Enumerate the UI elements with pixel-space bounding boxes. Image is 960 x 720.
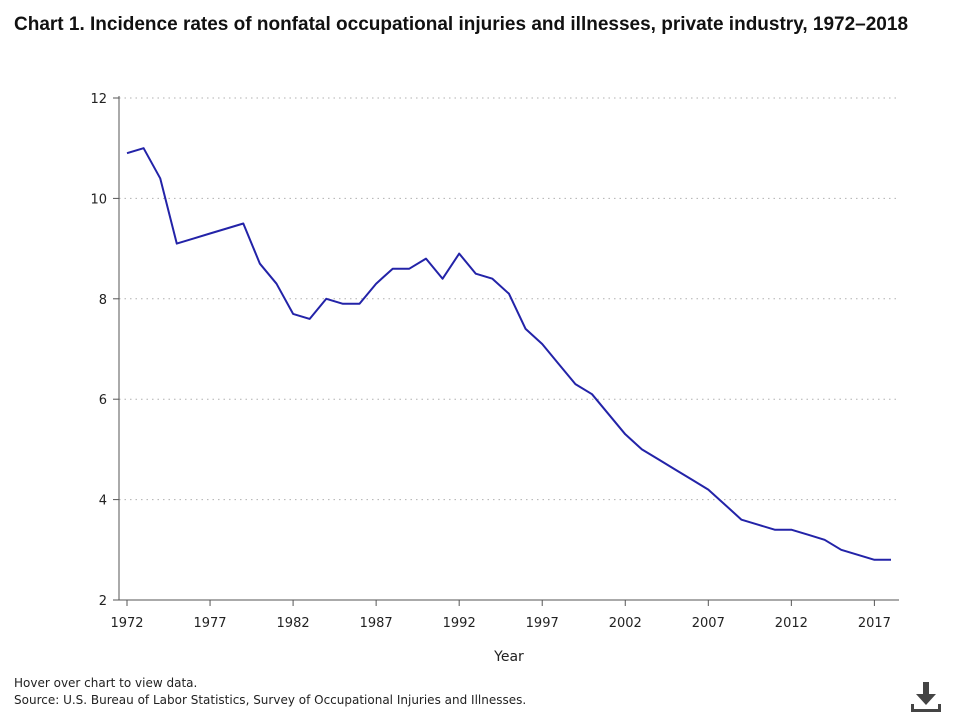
data-point[interactable]: 2005: 4.6	[670, 464, 680, 474]
data-point[interactable]: 2002: 5.3	[620, 429, 630, 439]
data-point[interactable]: 1987: 8.3	[371, 279, 381, 289]
data-point[interactable]: 2010: 3.5	[753, 520, 763, 530]
x-tick-label: 1977	[193, 616, 226, 631]
line-chart[interactable]: 2 4 6 8 10 12 1972 1977 1982 1987 1992 1997 2002 2007…	[0, 0, 960, 680]
data-point[interactable]: 1997: 7.1	[537, 339, 547, 349]
data-point[interactable]: 1981: 8.3	[271, 279, 281, 289]
data-point[interactable]: 1996: 7.4	[521, 324, 531, 334]
y-tick-label: 4	[99, 494, 107, 509]
data-point[interactable]: 1978: 9.4	[222, 224, 232, 234]
data-point[interactable]: 2013: 3.3	[803, 530, 813, 540]
data-point[interactable]: 2016: 2.9	[853, 550, 863, 560]
data-point[interactable]: 2006: 4.4	[687, 475, 697, 485]
data-point[interactable]: 1973: 11	[139, 143, 149, 153]
data-point[interactable]: 1991: 8.4	[438, 274, 448, 284]
data-point[interactable]: 1986: 7.9	[355, 299, 365, 309]
x-tick-label: 1972	[110, 616, 143, 631]
data-point[interactable]: 2009: 3.6	[737, 515, 747, 525]
data-point[interactable]: 2007: 4.2	[703, 485, 713, 495]
grid-lines	[119, 97, 899, 501]
data-point[interactable]: 1982: 7.7	[288, 309, 298, 319]
x-tick-label: 2017	[858, 616, 891, 631]
data-point[interactable]: 1980: 8.7	[255, 259, 265, 269]
x-tick-label: 1982	[277, 616, 310, 631]
y-tick-label: 2	[99, 594, 107, 609]
data-point[interactable]: 1979: 9.5	[238, 219, 248, 229]
y-tick-label: 12	[90, 92, 107, 107]
data-point[interactable]: 1985: 7.9	[338, 299, 348, 309]
data-point[interactable]: 2000: 6.1	[587, 389, 597, 399]
data-point[interactable]: 1998: 6.7	[554, 359, 564, 369]
x-axis-title: Year	[493, 649, 524, 665]
y-tick-label: 6	[99, 393, 107, 408]
data-point[interactable]: 1992: 8.9	[454, 249, 464, 259]
x-tick-label: 2007	[692, 616, 725, 631]
x-tick-label: 1997	[526, 616, 559, 631]
data-point[interactable]: 2004: 4.8	[653, 454, 663, 464]
data-point[interactable]: 1984: 8	[321, 294, 331, 304]
data-point[interactable]: 2001: 5.7	[604, 409, 614, 419]
data-point[interactable]: 2018: 2.8	[886, 555, 896, 565]
y-tick-label: 10	[90, 192, 107, 207]
data-point[interactable]: 2008: 3.9	[720, 500, 730, 510]
data-point[interactable]: 1995: 8.1	[504, 289, 514, 299]
data-point[interactable]: 2003: 5	[637, 444, 647, 454]
data-point[interactable]: 2012: 3.4	[786, 525, 796, 535]
data-point[interactable]: 2014: 3.2	[820, 535, 830, 545]
download-icon	[911, 682, 941, 712]
tick-labels: 2 4 6 8 10 12 1972 1977 1982 1987 1992 1997 2002 2007…	[90, 92, 890, 631]
data-point[interactable]: 1994: 8.4	[487, 274, 497, 284]
hover-note: Hover over chart to view data.	[14, 676, 198, 690]
y-tick-label: 8	[99, 293, 107, 308]
data-point[interactable]: 1983: 7.6	[305, 314, 315, 324]
data-point[interactable]: 1976: 9.2	[188, 234, 198, 244]
x-tick-label: 2012	[775, 616, 808, 631]
x-tick-label: 1992	[443, 616, 476, 631]
data-point[interactable]: 1975: 9.1	[172, 239, 182, 249]
axes	[113, 96, 899, 606]
download-button[interactable]	[908, 680, 944, 714]
series-line-0[interactable]	[126, 147, 891, 561]
data-point[interactable]: 1993: 8.5	[471, 269, 481, 279]
data-point[interactable]: 1972: 10.9	[122, 148, 132, 158]
data-point[interactable]: 1974: 10.4	[155, 173, 165, 183]
chart-title: Chart 1. Incidence rates of nonfatal occ…	[14, 14, 909, 35]
data-point[interactable]: 1989: 8.6	[404, 264, 414, 274]
source-note: Source: U.S. Bureau of Labor Statistics,…	[14, 693, 527, 707]
x-tick-label: 1987	[360, 616, 393, 631]
data-point[interactable]: 1988: 8.6	[388, 264, 398, 274]
data-point[interactable]: 2015: 3	[836, 545, 846, 555]
data-point[interactable]: 1977: 9.3	[205, 229, 215, 239]
series-layer[interactable]: 1972: 10.9 1973: 11 1974: 10.4 1975: 9.1 197…	[122, 143, 896, 565]
data-point[interactable]: 2017: 2.8	[869, 555, 879, 565]
x-tick-label: 2002	[609, 616, 642, 631]
data-point[interactable]: 2011: 3.4	[770, 525, 780, 535]
data-point[interactable]: 1999: 6.3	[570, 379, 580, 389]
data-point[interactable]: 1990: 8.8	[421, 254, 431, 264]
